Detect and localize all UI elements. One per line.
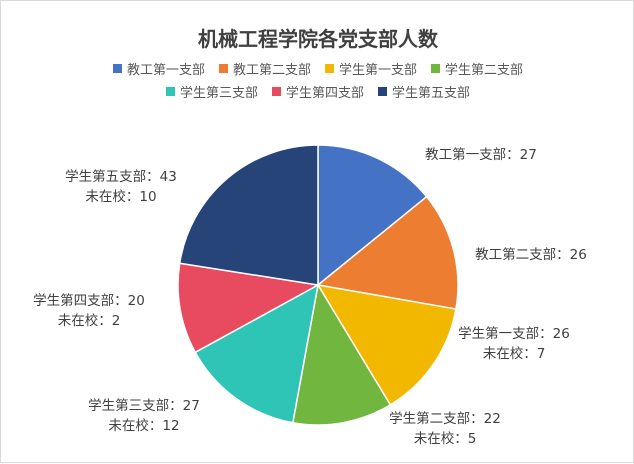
legend-label: 学生第五支部 bbox=[392, 86, 471, 101]
legend-swatch bbox=[378, 87, 387, 96]
data-label-not-at-school: 未在校：7 bbox=[483, 345, 546, 362]
legend-swatch bbox=[165, 87, 175, 96]
data-label: 学生第五支部：43 bbox=[65, 168, 177, 185]
chart-title: 机械工程学院各党支部人数 bbox=[198, 27, 438, 51]
legend-item: 学生第一支部 bbox=[325, 59, 417, 78]
legend-swatch bbox=[271, 87, 281, 96]
data-label: 教工第二支部：26 bbox=[475, 246, 587, 263]
data-label: 学生第一支部：26 bbox=[458, 325, 570, 342]
data-label: 学生第四支部：20 bbox=[33, 292, 145, 309]
legend-label: 学生第三支部 bbox=[179, 86, 258, 101]
data-label-not-at-school: 未在校：10 bbox=[85, 188, 156, 205]
legend-swatch bbox=[431, 64, 441, 73]
legend-label: 学生第二支部 bbox=[445, 63, 524, 78]
legend-label: 学生第四支部 bbox=[285, 86, 364, 101]
legend-item: 教工第一支部 bbox=[112, 59, 205, 78]
legend-item: 学生第四支部 bbox=[271, 82, 364, 101]
legend-item: 学生第五支部 bbox=[378, 82, 470, 101]
pie-slice bbox=[316, 195, 459, 310]
data-label: 学生第三支部：27 bbox=[88, 397, 200, 414]
pie-slice bbox=[194, 283, 320, 424]
legend-item: 学生第二支部 bbox=[431, 59, 523, 78]
data-label-not-at-school: 未在校：2 bbox=[58, 312, 121, 329]
legend: 学生第三支部 学生第四支部 学生第五支部 bbox=[1, 82, 634, 101]
legend-label: 教工第一支部 bbox=[126, 63, 205, 78]
pie-slice bbox=[291, 282, 392, 426]
legend-swatch bbox=[325, 64, 334, 73]
pie-slice bbox=[316, 283, 457, 406]
legend-swatch bbox=[112, 64, 122, 73]
legend-label: 教工第二支部 bbox=[232, 63, 311, 78]
legend-item: 学生第三支部 bbox=[165, 82, 258, 101]
legend-item: 教工第二支部 bbox=[218, 59, 311, 78]
data-label-not-at-school: 未在校：5 bbox=[414, 430, 477, 447]
legend-swatch bbox=[218, 64, 228, 73]
legend: 教工第一支部 教工第二支部 学生第一支部 学生第二支部 bbox=[1, 59, 634, 78]
pie-slice bbox=[317, 144, 428, 287]
data-label: 教工第一支部：27 bbox=[425, 146, 537, 163]
data-label: 学生第二支部：22 bbox=[389, 410, 501, 427]
pie-slice bbox=[178, 144, 319, 286]
data-label-not-at-school: 未在校：12 bbox=[108, 417, 179, 434]
pie-slice bbox=[177, 262, 321, 354]
legend-label: 学生第一支部 bbox=[339, 63, 418, 78]
